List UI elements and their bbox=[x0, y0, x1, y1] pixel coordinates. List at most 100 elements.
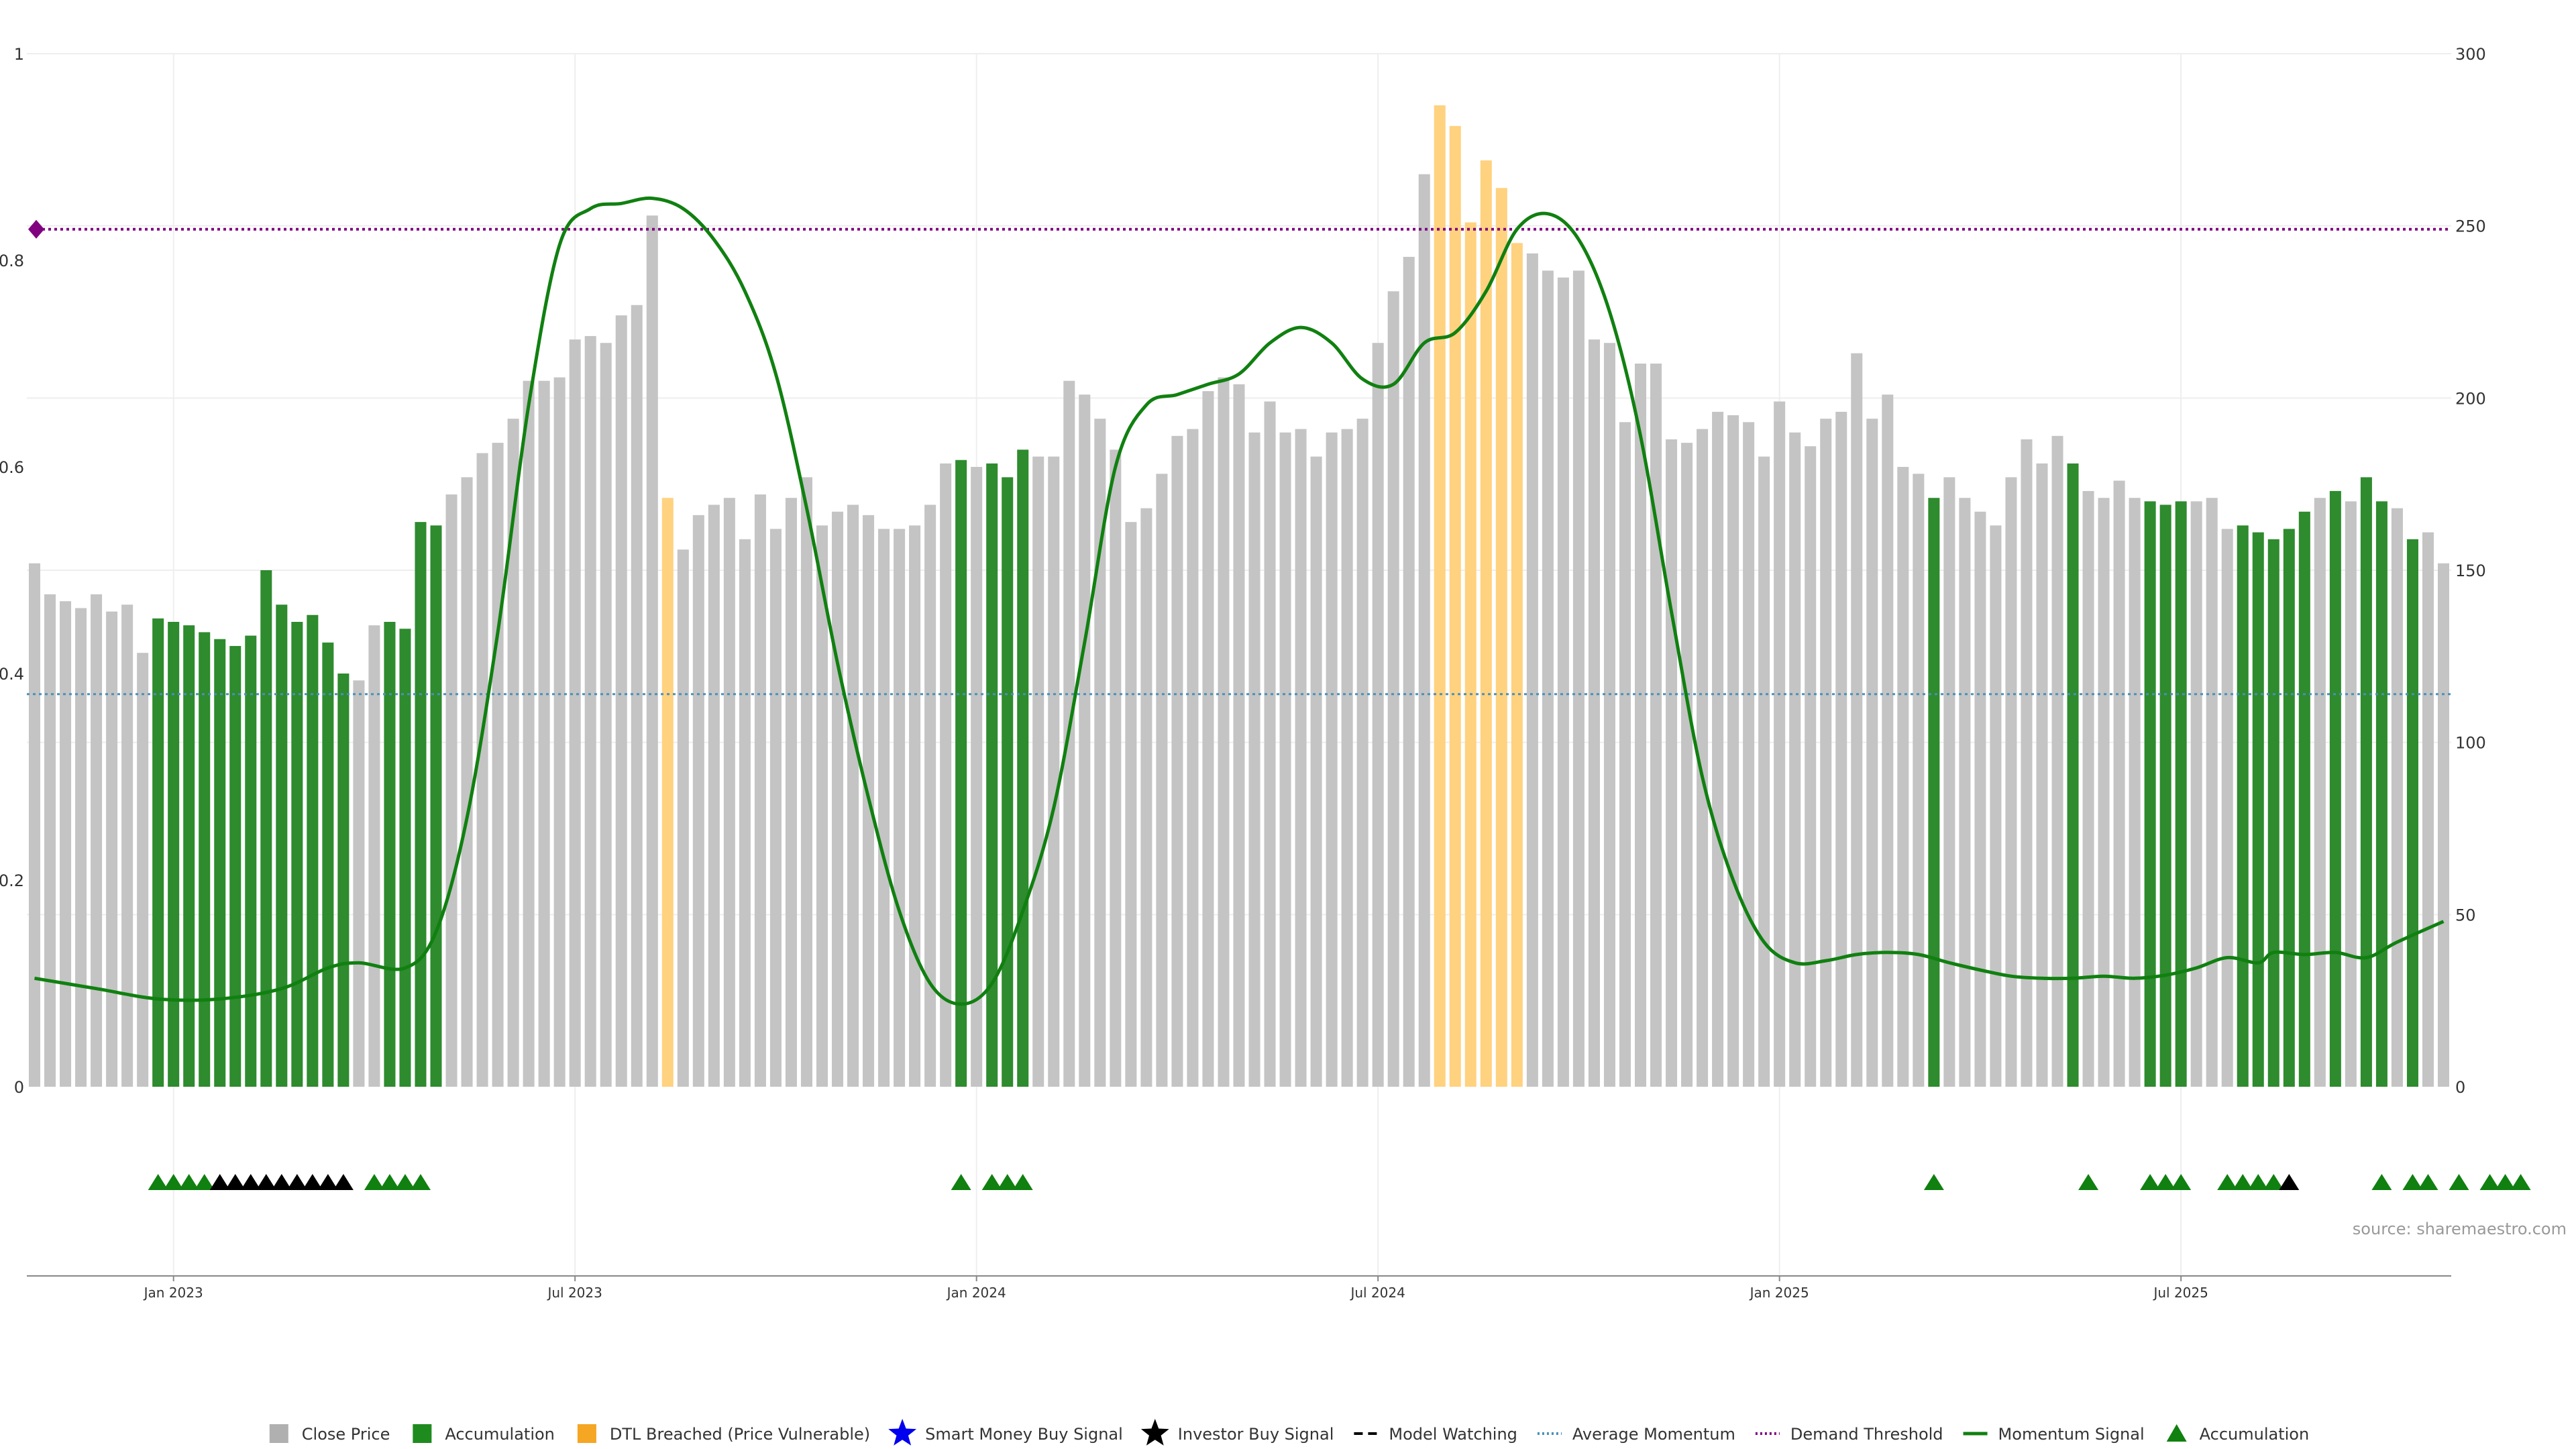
price-bar bbox=[353, 680, 365, 1087]
accumulation-marker bbox=[2418, 1174, 2438, 1190]
investor-buy-marker bbox=[225, 1174, 246, 1190]
price-bar bbox=[2129, 498, 2141, 1087]
price-bar bbox=[1511, 243, 1523, 1087]
legend-swatch bbox=[577, 1424, 596, 1443]
price-bar bbox=[2314, 498, 2326, 1087]
left-axis-tick: 0.4 bbox=[0, 665, 24, 684]
price-bar bbox=[1295, 429, 1307, 1087]
price-bar bbox=[1835, 411, 1847, 1087]
price-bar bbox=[44, 594, 56, 1087]
legend-star-icon bbox=[1140, 1419, 1169, 1446]
price-bar bbox=[646, 215, 658, 1087]
price-bar bbox=[430, 525, 442, 1087]
accumulation-marker bbox=[2155, 1174, 2176, 1190]
price-bar bbox=[538, 380, 550, 1087]
price-bar bbox=[461, 477, 473, 1087]
price-bar bbox=[75, 608, 87, 1087]
price-bar bbox=[1697, 429, 1709, 1087]
accumulation-marker bbox=[2140, 1174, 2161, 1190]
price-bar bbox=[137, 653, 149, 1087]
price-bar bbox=[2422, 532, 2434, 1087]
price-bar bbox=[1372, 343, 1384, 1087]
right-axis-tick: 300 bbox=[2455, 45, 2486, 64]
price-bar bbox=[1171, 435, 1183, 1087]
price-bar bbox=[307, 614, 319, 1087]
legend-item: Close Price bbox=[269, 1424, 390, 1444]
legend-star-icon bbox=[888, 1419, 917, 1446]
price-bar bbox=[1774, 401, 1786, 1087]
legend-label: Momentum Signal bbox=[1998, 1425, 2145, 1444]
price-bar bbox=[1233, 384, 1245, 1087]
price-bar bbox=[1666, 439, 1678, 1087]
price-bar bbox=[2036, 463, 2048, 1087]
price-bar bbox=[2021, 439, 2033, 1087]
price-bar bbox=[584, 335, 596, 1087]
price-bar bbox=[1403, 256, 1415, 1087]
investor-buy-marker bbox=[271, 1174, 292, 1190]
price-bar bbox=[1017, 449, 1029, 1087]
price-bar bbox=[1681, 443, 1693, 1087]
price-bar bbox=[445, 494, 458, 1087]
accumulation-marker bbox=[2371, 1174, 2392, 1190]
price-bar bbox=[276, 604, 288, 1087]
price-bar bbox=[1156, 474, 1168, 1087]
price-bar bbox=[492, 443, 504, 1087]
price-bar bbox=[600, 343, 612, 1087]
accumulation-marker bbox=[2171, 1174, 2192, 1190]
price-bar bbox=[1542, 270, 1554, 1087]
legend-swatch bbox=[269, 1424, 288, 1443]
price-bar bbox=[2252, 532, 2264, 1087]
price-bar bbox=[1603, 343, 1615, 1087]
price-bar bbox=[1866, 419, 1878, 1087]
accumulation-marker bbox=[2449, 1174, 2469, 1190]
price-bar bbox=[2375, 501, 2387, 1087]
price-bar bbox=[2298, 511, 2310, 1087]
legend-label: Investor Buy Signal bbox=[1178, 1425, 1334, 1444]
price-bar bbox=[1743, 422, 1755, 1087]
price-bar bbox=[661, 498, 674, 1087]
price-bar bbox=[940, 463, 952, 1087]
price-bar bbox=[214, 639, 226, 1087]
price-bar bbox=[121, 604, 133, 1087]
price-bar bbox=[800, 477, 812, 1087]
x-axis-tick-label: Jul 2023 bbox=[546, 1285, 602, 1301]
price-bar bbox=[2005, 477, 2017, 1087]
price-bar bbox=[1464, 222, 1477, 1087]
left-axis-tick: 0.8 bbox=[0, 252, 24, 270]
price-bar bbox=[183, 625, 195, 1087]
price-bar bbox=[1356, 419, 1368, 1087]
legend-item: Model Watching bbox=[1354, 1425, 1517, 1444]
investor-buy-marker bbox=[317, 1174, 338, 1190]
price-bar bbox=[894, 529, 906, 1087]
price-bar bbox=[955, 460, 967, 1087]
accumulation-marker bbox=[1012, 1174, 1033, 1190]
price-bar bbox=[1140, 508, 1152, 1087]
x-axis-tick-label: Jan 2025 bbox=[1749, 1285, 1809, 1301]
legend-label: Accumulation bbox=[2200, 1425, 2310, 1444]
price-bar bbox=[1032, 456, 1044, 1087]
price-bar bbox=[1572, 270, 1585, 1087]
price-bar bbox=[1449, 125, 1461, 1087]
price-bar bbox=[1418, 174, 1430, 1087]
left-axis-tick: 0 bbox=[14, 1078, 24, 1097]
legend-item: Average Momentum bbox=[1537, 1425, 1735, 1444]
price-bar bbox=[1002, 477, 1014, 1087]
price-bar bbox=[1079, 394, 1091, 1087]
price-bar bbox=[785, 498, 797, 1087]
accumulation-marker bbox=[2233, 1174, 2253, 1190]
price-bar bbox=[2267, 539, 2279, 1087]
price-bar bbox=[1758, 456, 1770, 1087]
price-bar bbox=[1588, 339, 1600, 1087]
price-bar bbox=[523, 380, 535, 1087]
investor-buy-marker bbox=[256, 1174, 276, 1190]
price-bar bbox=[2067, 463, 2079, 1087]
price-bar bbox=[924, 504, 936, 1087]
price-bar bbox=[1387, 291, 1399, 1087]
price-bar bbox=[260, 570, 272, 1087]
price-bar bbox=[1619, 422, 1631, 1087]
price-bar bbox=[1851, 353, 1863, 1087]
right-axis-tick: 200 bbox=[2455, 389, 2486, 408]
price-bar bbox=[692, 515, 704, 1087]
accumulation-marker bbox=[2248, 1174, 2269, 1190]
